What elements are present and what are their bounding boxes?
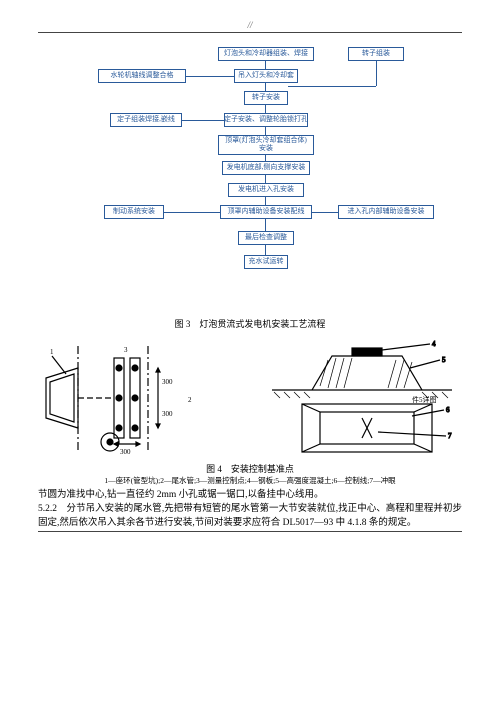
flow-line-2 bbox=[288, 86, 376, 87]
flow-line-12 bbox=[312, 212, 338, 213]
flow-line-9 bbox=[265, 175, 266, 183]
fig4-right-panel: 4 5 6 7 件5详图 bbox=[262, 338, 462, 458]
flow-line-11 bbox=[164, 212, 220, 213]
page-header-mark: // bbox=[38, 20, 462, 30]
svg-text:4: 4 bbox=[432, 340, 436, 348]
p1: 节圆为准找中心,钻一直径约 2mm 小孔或锯一锯口,以备挂中心线用。 bbox=[38, 490, 324, 500]
fig4-legend: 1—座环(管型坑);2—尾水管;3—测量控制点;4—钢板;5—高强度混凝土;6—… bbox=[38, 476, 462, 485]
label-2: 2 bbox=[188, 396, 192, 404]
flow-line-4 bbox=[265, 83, 266, 91]
flowchart-fig3: 灯泡头和冷却器组装、焊接 转子组装水轮机轴线调整合格 吊入灯头和冷却套转子安装定子组… bbox=[38, 41, 462, 311]
flow-line-1 bbox=[376, 61, 377, 86]
flow-line-13 bbox=[265, 219, 266, 231]
svg-text:5: 5 bbox=[442, 356, 446, 364]
svg-text:6: 6 bbox=[446, 406, 450, 414]
dim-300-a: 300 bbox=[162, 378, 173, 386]
flow-line-0 bbox=[265, 61, 266, 69]
body-text: 节圆为准找中心,钻一直径约 2mm 小孔或锯一锯口,以备挂中心线用。 5.2.2… bbox=[38, 489, 462, 530]
flow-box-b9: 发电机底部,侧向支撑安装 bbox=[222, 161, 310, 175]
flow-box-b1: 灯泡头和冷却器组装、焊接 bbox=[218, 47, 314, 61]
fig4-left-panel: 1 300 300 300 3 2 bbox=[38, 338, 238, 458]
fig4-diagram-row: 1 300 300 300 3 2 bbox=[38, 338, 462, 458]
flow-line-6 bbox=[182, 120, 224, 121]
flow-line-10 bbox=[265, 197, 266, 205]
label-1: 1 bbox=[50, 348, 54, 356]
flow-box-b14: 最后检查调整 bbox=[238, 231, 294, 245]
flow-box-b5: 转子安装 bbox=[244, 91, 288, 105]
flow-line-7 bbox=[265, 127, 266, 135]
flow-box-b3: 水轮机轴线调整合格 bbox=[98, 69, 186, 83]
dim-300-c: 300 bbox=[120, 448, 131, 456]
top-rule bbox=[38, 32, 462, 33]
p2: 分节吊入安装的尾水管,先把带有短管的尾水管第一大节安装就位,找正中心、高程和里程… bbox=[38, 504, 462, 528]
flow-box-b13: 进入孔内部辅助设备安装 bbox=[338, 205, 434, 219]
fig3-caption: 图 3 灯泡贯流式发电机安装工艺流程 bbox=[38, 317, 462, 330]
flow-box-b12: 顶罩内辅助设备安装配线 bbox=[220, 205, 312, 219]
detail-label: 件5详图 bbox=[412, 395, 437, 404]
bottom-rule bbox=[38, 531, 462, 532]
flow-box-b8: 顶罩(灯泡头冷却套组合体) 安装 bbox=[218, 135, 314, 155]
flow-box-b15: 充水试运转 bbox=[244, 255, 288, 269]
fig4-caption: 图 4 安装控制基准点 bbox=[38, 462, 462, 475]
flow-line-5 bbox=[265, 105, 266, 113]
flow-box-b10: 发电机进入孔安装 bbox=[228, 183, 304, 197]
label-3: 3 bbox=[124, 346, 128, 354]
flow-box-b6: 定子组装焊接,嵌线 bbox=[110, 113, 182, 127]
flow-box-b4: 吊入灯头和冷却套 bbox=[234, 69, 298, 83]
svg-text:7: 7 bbox=[448, 432, 452, 440]
p2-number: 5.2.2 bbox=[38, 504, 57, 514]
dim-300-b: 300 bbox=[162, 410, 173, 418]
flow-box-b2: 转子组装 bbox=[348, 47, 404, 61]
flow-line-8 bbox=[265, 155, 266, 161]
flow-box-b7: 定子安装、调整轮胎锁打孔 bbox=[224, 113, 308, 127]
flow-line-14 bbox=[265, 245, 266, 255]
flow-box-b11: 制动系统安装 bbox=[104, 205, 164, 219]
flow-line-3 bbox=[186, 76, 234, 77]
